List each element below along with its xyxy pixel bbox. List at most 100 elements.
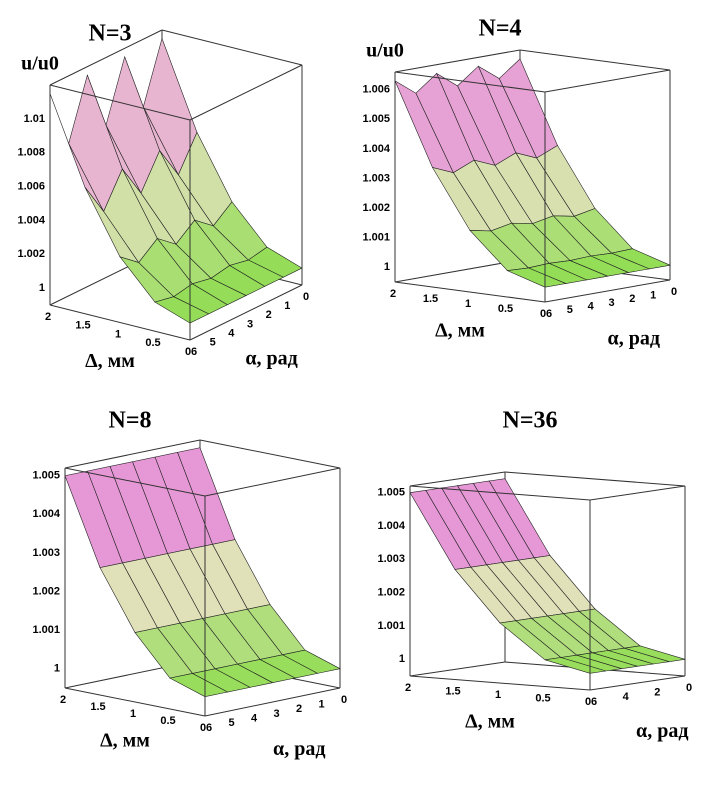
x-tick-label: 1.5	[445, 685, 460, 697]
z-tick-label: 1.005	[377, 487, 405, 499]
z-tick-label: 1.004	[17, 214, 45, 226]
x-axis-label: Δ, мм	[465, 711, 515, 733]
z-axis-label: u/u0	[366, 40, 404, 62]
x-tick-label: 0.5	[498, 303, 513, 315]
x-tick-label: 2	[405, 682, 411, 694]
surface-plot: 0 0.5 1 1.5 2 0 1 2 3 4 5 6 1 1.001 1.002 1.003 1.004 1.0…	[362, 16, 677, 350]
y-tick-label: 4	[588, 301, 595, 313]
y-tick-label: 2	[654, 687, 660, 699]
y-tick-label: 4	[228, 328, 235, 340]
x-axis-label: Δ, мм	[100, 730, 150, 752]
box-edge	[189, 284, 303, 341]
z-tick-label: 1	[54, 663, 60, 675]
box-edge	[394, 71, 546, 93]
x-axis-label: Δ, мм	[435, 320, 485, 342]
x-axis-label: Δ, мм	[85, 350, 135, 372]
surface-cell	[154, 296, 210, 324]
y-tick-label: 2	[296, 703, 302, 715]
y-tick-label: 0	[341, 694, 347, 706]
box-edge	[544, 279, 671, 303]
box-edge	[409, 661, 506, 677]
y-tick-label: 3	[247, 318, 253, 330]
x-tick-label: 2	[390, 288, 396, 300]
x-tick-label: 0	[185, 346, 191, 358]
x-tick-label: 0	[585, 696, 591, 708]
y-tick-label: 5	[567, 304, 573, 316]
surface-plot: 0 0.5 1 1.5 2 0 1 2 3 4 5 6 1 1.001 1.002 1.003 1.004 1.0…	[32, 408, 347, 761]
y-axis-label: α, рад	[636, 720, 688, 742]
box-edge	[199, 439, 341, 469]
y-axis-label: α, рад	[608, 327, 660, 349]
surface-cell	[506, 267, 567, 288]
x-tick-label: 0.5	[160, 715, 175, 727]
box-edge	[519, 49, 671, 71]
z-tick-label: 1.008	[17, 147, 45, 159]
box-edge	[409, 471, 506, 487]
surface-plot: 0 0.5 1 1.5 2 0 2 4 6 1 1.001 1.002 1.003 1.004 1.005 Δ…	[377, 408, 692, 742]
y-tick-label: 6	[591, 696, 597, 708]
surface-plot: 00.511.52012345611.0021.0041.0061.0081.0…	[17, 21, 309, 373]
y-tick-label: 1	[284, 300, 290, 312]
box-edge	[49, 304, 191, 341]
chart-title: N=4	[478, 16, 521, 42]
box-edge	[49, 84, 191, 121]
box-edge	[409, 675, 591, 691]
chart-title: N=3	[88, 21, 131, 47]
chart-title: N=36	[502, 408, 557, 434]
y-tick-label: 3	[608, 297, 614, 309]
x-tick-label: 0.5	[535, 692, 550, 704]
surface-cell	[169, 673, 229, 698]
y-tick-label: 5	[210, 337, 216, 349]
box-edge	[544, 69, 671, 93]
box-edge	[204, 687, 341, 717]
box-edge	[409, 485, 591, 501]
z-tick-label: 1.001	[377, 620, 405, 632]
y-tick-label: 0	[686, 682, 692, 694]
z-tick-label: 1.006	[17, 180, 45, 192]
surface-cell	[544, 657, 606, 674]
x-tick-label: 1	[495, 689, 501, 701]
x-tick-label: 2	[60, 694, 66, 706]
z-tick-label: 1.002	[377, 587, 405, 599]
y-tick-label: 0	[671, 286, 677, 298]
y-tick-label: 6	[546, 308, 552, 320]
x-tick-label: 1	[115, 328, 121, 340]
box-edge	[49, 29, 163, 86]
z-tick-label: 1	[39, 282, 45, 294]
z-tick-label: 1.003	[377, 553, 405, 565]
z-tick-label: 1.003	[362, 172, 390, 184]
x-tick-label: 1.5	[423, 293, 438, 305]
z-tick-label: 1.006	[362, 84, 390, 96]
box-edge	[394, 281, 546, 303]
z-tick-label: 1.005	[362, 113, 390, 125]
box-edge	[204, 467, 341, 497]
z-axis-label: u/u0	[21, 53, 59, 75]
x-tick-label: 0	[200, 722, 206, 734]
x-tick-label: 2	[45, 311, 51, 323]
y-axis-label: α, рад	[245, 347, 297, 369]
box-edge	[189, 64, 303, 121]
box-edge	[64, 439, 201, 469]
x-tick-label: 1.5	[90, 701, 105, 713]
y-tick-label: 5	[228, 717, 234, 729]
y-tick-label: 0	[303, 291, 309, 303]
z-tick-label: 1	[384, 261, 390, 273]
box-edge	[161, 29, 303, 66]
y-axis-label: α, рад	[273, 738, 325, 760]
y-tick-label: 4	[251, 713, 258, 725]
z-tick-label: 1.001	[32, 624, 60, 636]
z-tick-label: 1	[399, 653, 405, 665]
x-tick-label: 0	[540, 308, 546, 320]
y-tick-label: 6	[206, 722, 212, 734]
box-edge	[64, 467, 206, 497]
z-tick-label: 1.004	[32, 508, 60, 520]
box-edge	[504, 471, 686, 487]
y-tick-label: 3	[273, 708, 279, 720]
y-tick-label: 1	[318, 699, 324, 711]
box-edge	[394, 49, 521, 73]
y-tick-label: 4	[623, 691, 630, 703]
z-tick-label: 1.005	[32, 470, 60, 482]
x-tick-label: 1	[130, 708, 136, 720]
z-tick-label: 1.01	[24, 113, 45, 125]
